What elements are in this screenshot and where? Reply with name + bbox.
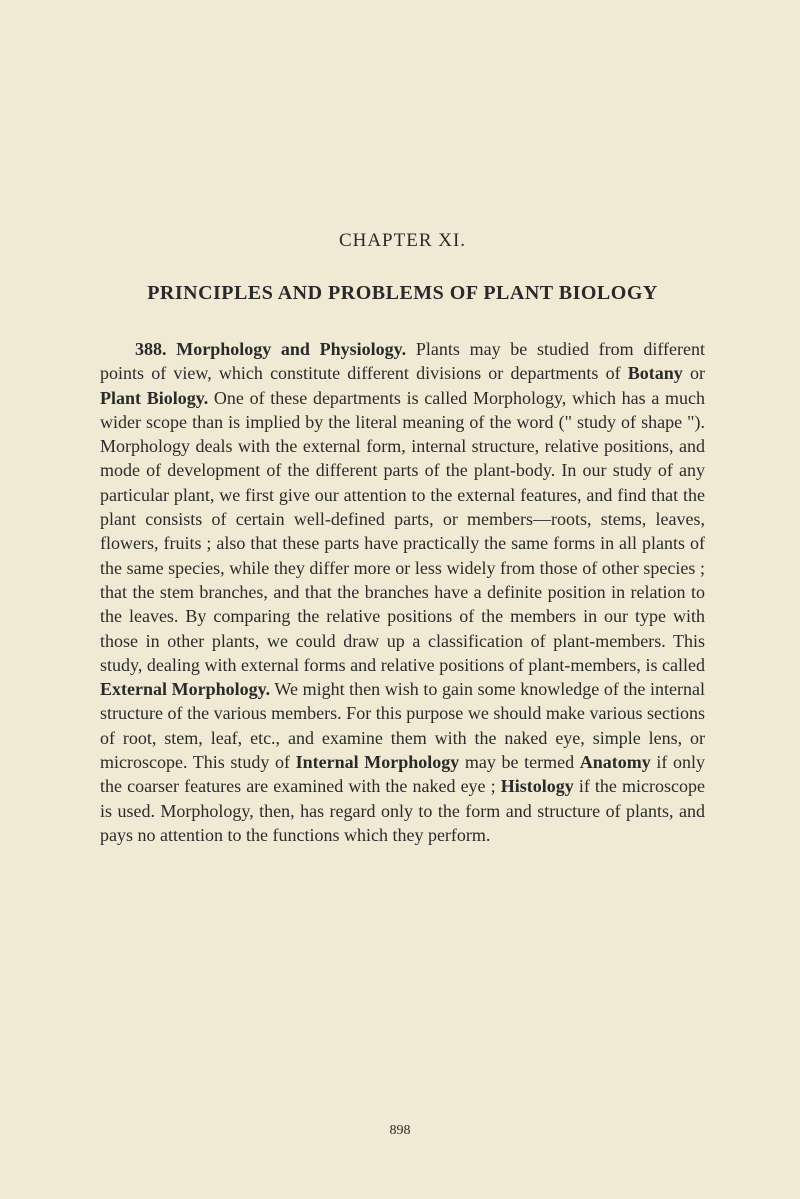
bold-term-histology: Histology <box>501 776 574 796</box>
page-number: 898 <box>0 1123 800 1139</box>
text-segment-5: may be termed <box>459 752 579 772</box>
section-number: 388. <box>135 339 167 359</box>
bold-term-plant-biology: Plant Biology. <box>100 388 208 408</box>
bold-term-external-morphology: External Morphology. <box>100 679 270 699</box>
bold-term-botany: Botany <box>628 363 683 383</box>
chapter-heading: CHAPTER XI. <box>100 230 705 252</box>
section-heading: Morphology and Physiology. <box>176 339 406 359</box>
bold-term-anatomy: Anatomy <box>580 752 651 772</box>
chapter-title: PRINCIPLES AND PROBLEMS OF PLANT BIOLOGY <box>100 282 705 305</box>
text-segment-3: One of these departments is called Morph… <box>100 388 705 675</box>
bold-term-internal-morphology: Internal Morphology <box>296 752 460 772</box>
body-paragraph: 388. Morphology and Physiology. Plants m… <box>100 337 705 847</box>
text-segment-2: or <box>683 363 705 383</box>
